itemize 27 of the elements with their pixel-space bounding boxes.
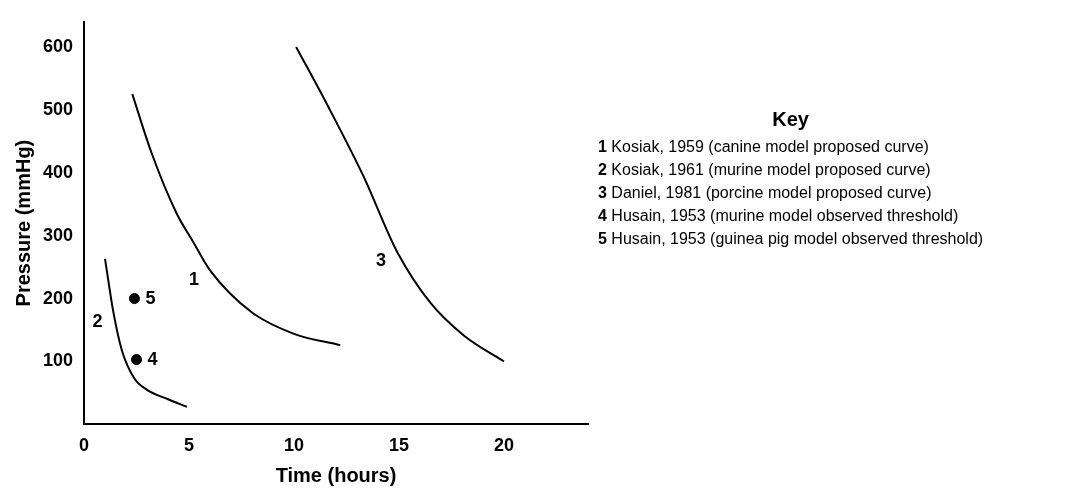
x-tick-label: 5 bbox=[184, 435, 195, 456]
text: 1 Kosiak, 1959 (canine model proposed curve) bbox=[598, 137, 930, 157]
annotation: 4 bbox=[147, 348, 158, 369]
y-axis-title: Pressure (mmHg) bbox=[11, 139, 34, 307]
line-series bbox=[131, 93, 342, 347]
legend-title: Key bbox=[771, 108, 810, 131]
y-tick-label: 100 bbox=[42, 350, 74, 371]
x-tick-label: 15 bbox=[389, 435, 410, 456]
y-tick-label: 200 bbox=[42, 287, 74, 308]
y-tick-label: 400 bbox=[42, 161, 74, 182]
line-series bbox=[295, 45, 506, 363]
text: 4 Husain, 1953 (murine model observed threshold) bbox=[598, 206, 960, 226]
x-tick-label: 10 bbox=[284, 435, 305, 456]
x-tick-label: 20 bbox=[493, 435, 515, 456]
x-tick-label: 0 bbox=[79, 435, 90, 456]
text: 5 Husain, 1953 (guinea pig model observed threshold) bbox=[598, 229, 984, 249]
y-tick-label: 300 bbox=[42, 224, 74, 245]
y-tick-label: 600 bbox=[42, 35, 74, 56]
x-axis-title: Time (hours) bbox=[275, 463, 397, 486]
annotation: 5 bbox=[145, 287, 156, 308]
text: 3 Daniel, 1981 (porcine model proposed curve) bbox=[598, 183, 933, 203]
line-series bbox=[104, 257, 188, 408]
y-tick-label: 500 bbox=[42, 98, 74, 119]
annotation: 3 bbox=[375, 250, 386, 271]
annotation: 2 bbox=[92, 311, 103, 332]
text: 2 Kosiak, 1961 (murine model proposed curve) bbox=[598, 160, 932, 180]
annotation: 1 bbox=[189, 269, 200, 290]
